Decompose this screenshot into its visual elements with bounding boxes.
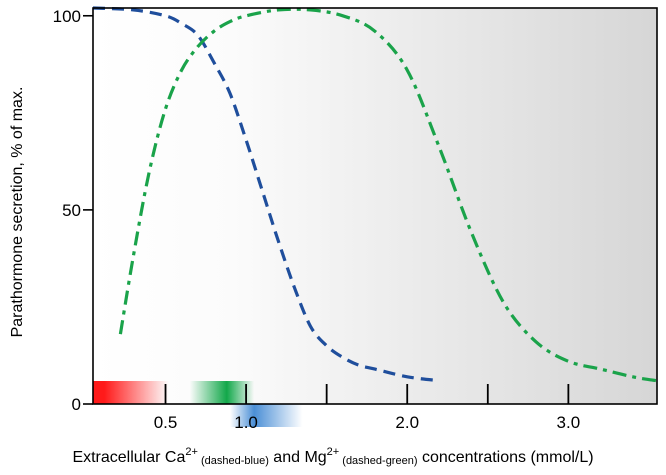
range-bar-green (189, 381, 255, 404)
plot-frame (92, 7, 658, 405)
plot-background (93, 8, 657, 404)
series-line-mg (118, 7, 658, 383)
x-tick-label: 2.0 (395, 413, 419, 432)
range-bars (93, 381, 303, 427)
series-group (92, 6, 658, 383)
y-ticks: 0 50 100 (53, 7, 93, 414)
range-bar-blue (229, 404, 303, 427)
x-tick-label: 1.0 (234, 413, 258, 432)
x-axis-label-sup1: 2+ (185, 446, 198, 458)
x-axis-label-sub2: (dashed-green) (339, 455, 417, 467)
x-tick-label: 0.5 (154, 413, 178, 432)
y-tick-label: 100 (53, 7, 81, 26)
x-ticks: 0.5 1.0 2.0 3.0 (154, 384, 580, 432)
x-axis-label: Extracellular Ca2+ (dashed-blue) and Mg2… (72, 446, 593, 467)
y-tick-label: 0 (72, 395, 81, 414)
x-axis-label-part1: Extracellular Ca (72, 449, 185, 466)
x-axis-label-part2: and Mg (269, 449, 327, 466)
x-axis-label-sub1: (dashed-blue) (198, 455, 269, 467)
x-axis-label-part3: concentrations (mmol/L) (418, 449, 594, 466)
y-tick-label: 50 (62, 201, 81, 220)
series-line-ca (92, 6, 440, 383)
x-tick-label: 3.0 (557, 413, 581, 432)
range-bar-red (93, 381, 169, 404)
x-axis-label-sup2: 2+ (327, 446, 340, 458)
y-axis-label: Parathormone secretion, % of max. (9, 87, 26, 338)
